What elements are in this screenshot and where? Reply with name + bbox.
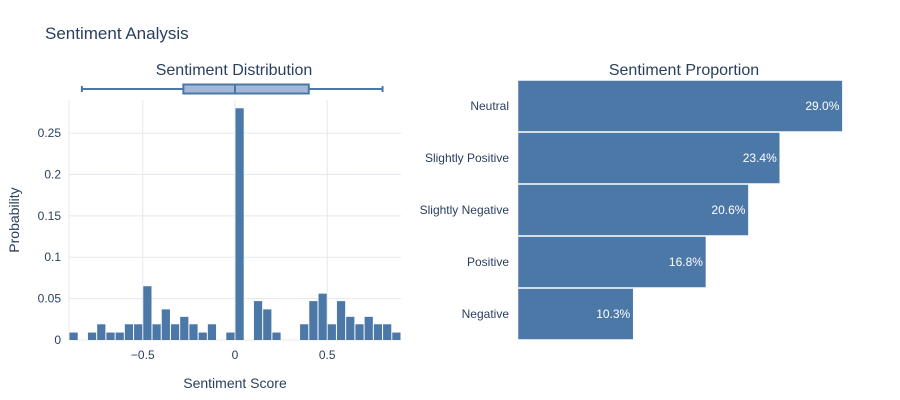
proportion-bar: [517, 184, 749, 236]
histogram-bar: [346, 316, 355, 340]
histogram-bar: [336, 301, 346, 340]
proportion-bar: [517, 80, 843, 132]
histogram-bar: [300, 324, 309, 340]
histogram-bar: [152, 324, 161, 340]
proportion-title: Sentiment Proportion: [609, 62, 759, 79]
histogram-bar: [143, 286, 152, 340]
histogram-bar: [69, 332, 78, 340]
histogram-y-tick-label: 0.05: [38, 292, 62, 306]
proportion-bar: [517, 288, 634, 340]
proportion-bars: Neutral 29.0% Slightly Positive 23.4% Slight…: [420, 80, 843, 340]
histogram-bar: [97, 324, 106, 340]
histogram-y-tick-label: 0.15: [38, 209, 62, 223]
proportion-bar-label: 29.0%: [805, 99, 839, 113]
histogram-bar: [161, 309, 170, 340]
proportion-bar-label: 20.6%: [711, 203, 745, 217]
histogram-bar: [263, 309, 272, 340]
histogram-bar: [134, 324, 143, 340]
proportion-category-label: Negative: [462, 307, 510, 321]
histogram-bar: [327, 324, 336, 340]
histogram-bar: [87, 332, 97, 340]
histogram-bars: [69, 108, 401, 340]
histogram-x-tick-label: 0.5: [319, 348, 336, 362]
histogram-title: Sentiment Distribution: [156, 62, 313, 79]
histogram-bar: [309, 301, 318, 340]
main-title: Sentiment Analysis: [45, 24, 189, 43]
proportion-category-label: Slightly Negative: [420, 203, 510, 217]
proportion-bar-label: 10.3%: [596, 307, 630, 321]
proportion-bar: [517, 236, 707, 288]
histogram-bar: [226, 332, 235, 340]
histogram-y-ticks: 0 0.05 0.1 0.15 0.2 0.25: [38, 126, 62, 347]
histogram-bar: [253, 301, 263, 340]
histogram-grid: [69, 100, 401, 341]
histogram-y-tick-label: 0: [54, 333, 61, 347]
histogram-bar: [115, 332, 124, 340]
histogram-bar: [170, 324, 180, 340]
proportion-category-label: Neutral: [470, 99, 509, 113]
proportion-category-label: Positive: [467, 255, 509, 269]
proportion-bar: [517, 132, 781, 184]
histogram-bar: [106, 332, 115, 340]
histogram-bar: [189, 324, 198, 340]
box-iqr: [182, 83, 310, 95]
histogram-x-ticks: −0.5 0 0.5: [131, 348, 336, 362]
histogram-bar: [364, 316, 373, 340]
histogram-bar: [383, 324, 392, 340]
histogram-bar: [392, 332, 401, 340]
histogram-x-tick-label: 0: [232, 348, 239, 362]
histogram-y-tick-label: 0.2: [44, 167, 61, 181]
histogram-bar: [373, 324, 383, 340]
histogram-y-tick-label: 0.1: [44, 250, 61, 264]
proportion-category-label: Slightly Positive: [425, 151, 509, 165]
histogram-x-axis-title: Sentiment Score: [183, 375, 287, 391]
histogram-bar: [207, 324, 217, 340]
histogram-bar: [180, 316, 189, 340]
marginal-box-plot: [80, 83, 384, 95]
histogram-bar: [235, 108, 244, 340]
histogram-y-tick-label: 0.25: [38, 126, 62, 140]
proportion-bar-label: 16.8%: [669, 255, 703, 269]
histogram-bar: [272, 332, 281, 340]
histogram-bar: [198, 332, 207, 340]
histogram-y-axis-title: Probability: [6, 187, 22, 252]
proportion-bar-label: 23.4%: [743, 151, 777, 165]
histogram-bar: [318, 293, 327, 340]
histogram-bar: [355, 324, 364, 340]
histogram-x-tick-label: −0.5: [131, 348, 155, 362]
histogram-bar: [124, 324, 134, 340]
